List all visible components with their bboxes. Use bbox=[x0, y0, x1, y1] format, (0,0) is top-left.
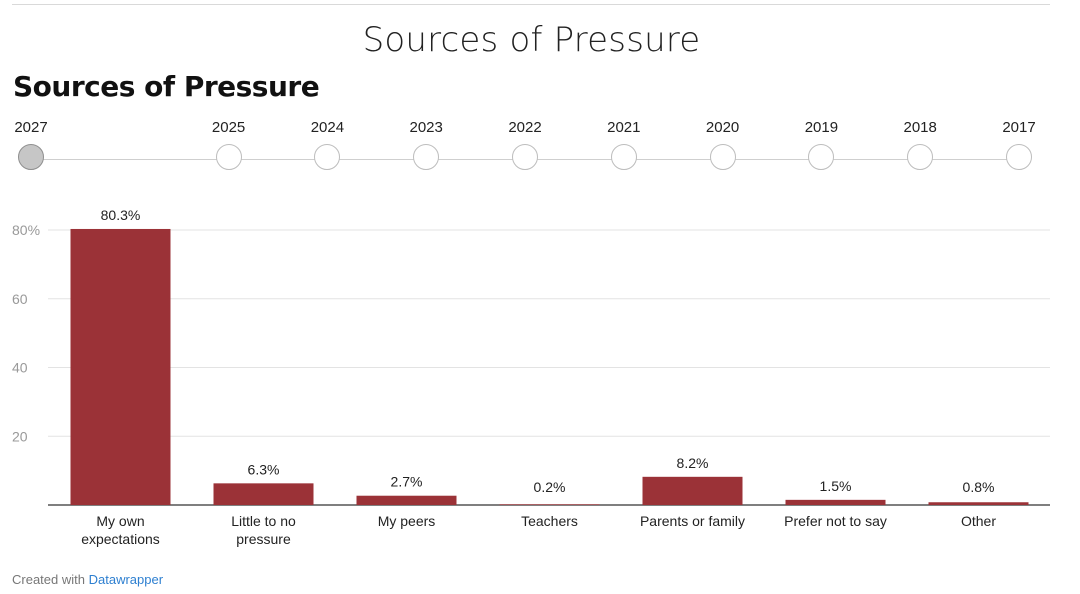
x-category-label: Prefer not to say bbox=[784, 513, 887, 529]
x-category-label: Little to no bbox=[231, 513, 296, 529]
timeline-year-dot[interactable] bbox=[215, 144, 242, 170]
x-category-label: pressure bbox=[236, 531, 291, 547]
timeline-year-dot[interactable] bbox=[808, 144, 835, 170]
x-category-label: Parents or family bbox=[640, 513, 745, 529]
data-label: 2.7% bbox=[391, 474, 423, 490]
timeline-year-label: 2020 bbox=[705, 119, 740, 136]
timeline-year-dot[interactable] bbox=[907, 144, 934, 170]
x-category-label: expectations bbox=[81, 531, 160, 547]
timeline-year-2023[interactable]: 2023 bbox=[396, 118, 456, 170]
timeline-year-2020[interactable]: 2020 bbox=[693, 118, 753, 170]
y-tick-label: 20 bbox=[12, 428, 28, 444]
timeline-year-label: 2025 bbox=[211, 119, 246, 136]
bar bbox=[213, 483, 314, 505]
timeline-year-dot[interactable] bbox=[314, 144, 341, 170]
page-title: Sources of Pressure bbox=[362, 20, 701, 60]
timeline-year-2018[interactable]: 2018 bbox=[890, 118, 950, 170]
timeline-year-2021[interactable]: 2021 bbox=[594, 118, 654, 170]
bar bbox=[642, 476, 743, 505]
bar bbox=[785, 499, 886, 505]
timeline-year-dot[interactable] bbox=[1006, 144, 1032, 170]
chart-title: Sources of Pressure bbox=[13, 70, 320, 103]
timeline-year-label: 2017 bbox=[1002, 119, 1036, 136]
footer-credit: Created with Datawrapper bbox=[12, 572, 163, 587]
data-label: 80.3% bbox=[101, 207, 141, 223]
footer-prefix: Created with bbox=[12, 572, 85, 587]
data-label: 8.2% bbox=[677, 455, 709, 471]
x-category-label: Teachers bbox=[521, 513, 578, 529]
top-divider bbox=[12, 4, 1050, 5]
timeline-year-label: 2023 bbox=[409, 119, 443, 136]
x-category-label: Other bbox=[961, 513, 996, 529]
y-tick-label: 60 bbox=[12, 291, 28, 307]
data-label: 1.5% bbox=[820, 478, 852, 494]
bar bbox=[356, 495, 457, 505]
y-tick-label: 40 bbox=[12, 360, 28, 376]
data-label: 6.3% bbox=[248, 461, 280, 477]
timeline-year-2024[interactable]: 2024 bbox=[297, 118, 357, 170]
data-label: 0.2% bbox=[534, 479, 566, 495]
x-category-label: My peers bbox=[378, 513, 436, 529]
timeline-year-dot[interactable] bbox=[18, 144, 44, 170]
timeline-year-2022[interactable]: 2022 bbox=[495, 118, 555, 170]
timeline-year-label: 2018 bbox=[903, 119, 937, 136]
timeline-year-label: 2027 bbox=[14, 119, 48, 136]
bar bbox=[70, 228, 171, 505]
bar bbox=[928, 502, 1029, 505]
timeline-year-dot[interactable] bbox=[512, 144, 538, 170]
y-tick-label: 80% bbox=[12, 222, 40, 238]
timeline-year-2019[interactable]: 2019 bbox=[791, 118, 851, 170]
timeline-year-dot[interactable] bbox=[610, 144, 637, 170]
x-category-label: My own bbox=[96, 513, 144, 529]
data-label: 0.8% bbox=[963, 479, 995, 495]
year-timeline: 2027 2025 2024 2023 2022 2021 2020 2019 2018 2017 bbox=[0, 0, 1080, 200]
bar bbox=[499, 504, 600, 505]
timeline-year-label: 2019 bbox=[804, 119, 839, 136]
datawrapper-link[interactable]: Datawrapper bbox=[88, 572, 164, 587]
timeline-year-2027[interactable]: 2027 bbox=[1, 118, 61, 170]
timeline-year-label: 2022 bbox=[508, 119, 542, 136]
timeline-year-label: 2024 bbox=[310, 119, 345, 136]
timeline-year-2017[interactable]: 2017 bbox=[989, 118, 1049, 170]
timeline-year-2025[interactable]: 2025 bbox=[199, 118, 259, 170]
timeline-year-label: 2021 bbox=[607, 119, 641, 136]
timeline-year-dot[interactable] bbox=[709, 144, 736, 170]
timeline-year-dot[interactable] bbox=[413, 144, 440, 170]
